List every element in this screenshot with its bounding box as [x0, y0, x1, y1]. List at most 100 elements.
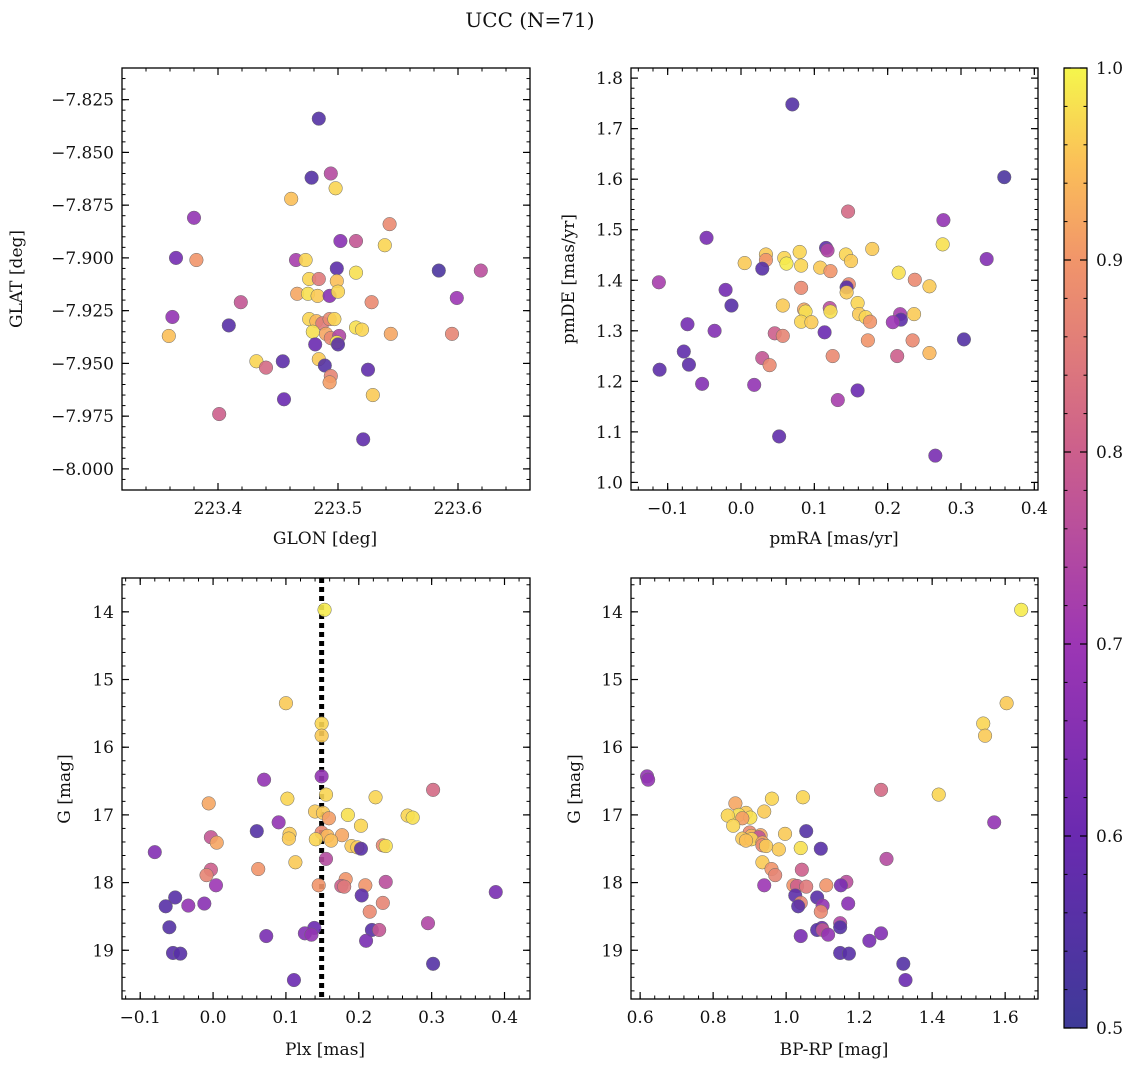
data-point	[147, 845, 162, 860]
data-point	[978, 728, 993, 743]
data-point	[375, 895, 390, 910]
x-tick-label: −0.1	[120, 1008, 161, 1028]
y-tick-label: 17	[92, 806, 114, 826]
data-point	[314, 769, 329, 784]
data-point	[652, 362, 667, 377]
data-point	[286, 972, 301, 988]
data-point	[348, 233, 364, 249]
data-point	[420, 916, 436, 931]
data-point	[284, 191, 299, 206]
data-point	[820, 243, 835, 258]
data-point	[738, 833, 754, 848]
data-point	[841, 204, 856, 219]
data-point	[249, 824, 264, 839]
data-point	[259, 929, 274, 944]
data-point	[793, 841, 808, 856]
data-point	[907, 272, 922, 287]
data-point	[762, 358, 777, 373]
data-point	[804, 315, 819, 330]
data-point	[275, 354, 290, 369]
data-point	[165, 309, 180, 325]
data-point	[772, 429, 787, 444]
data-point	[318, 787, 334, 802]
data-point	[873, 926, 889, 941]
y-tick-label: 16	[92, 738, 114, 758]
data-point	[755, 261, 770, 276]
y-tick-label: 16	[601, 738, 623, 758]
data-point	[189, 252, 204, 268]
data-point	[449, 290, 464, 306]
y-tick-label: 1.1	[596, 423, 623, 443]
data-point	[212, 406, 227, 422]
data-point	[161, 328, 176, 344]
data-point	[718, 282, 733, 297]
data-point	[173, 946, 188, 961]
data-point	[707, 323, 722, 338]
y-tick-label: 15	[92, 671, 114, 691]
data-point	[850, 383, 865, 398]
x-tick-label: 0.2	[874, 499, 901, 519]
data-point	[209, 835, 224, 850]
data-point	[737, 256, 752, 271]
data-point	[258, 360, 274, 375]
data-point	[823, 264, 838, 279]
data-point	[431, 263, 446, 278]
x-tick-label: 1.2	[846, 1008, 873, 1028]
data-point	[378, 838, 393, 854]
data-point	[863, 314, 878, 329]
data-point	[197, 896, 212, 911]
figure-title: UCC (N=71)	[465, 8, 594, 32]
x-tick-label: 223.4	[194, 499, 243, 519]
data-point	[251, 861, 266, 877]
data-point	[488, 885, 503, 900]
data-point	[329, 261, 344, 276]
data-point	[324, 833, 339, 848]
data-point	[873, 782, 889, 797]
data-point	[330, 284, 346, 299]
data-point	[257, 772, 272, 787]
xlabel-glon: GLON [deg]	[273, 529, 377, 549]
data-point	[359, 933, 374, 948]
x-tick-label: 0.8	[700, 1008, 727, 1028]
data-point	[426, 782, 441, 797]
data-point	[199, 868, 214, 883]
data-point	[771, 842, 786, 857]
x-tick-label: 1.4	[919, 1008, 946, 1028]
x-tick-label: 0.4	[1021, 499, 1048, 519]
xlabel-pmra: pmRA [mas/yr]	[769, 529, 898, 549]
data-point	[364, 295, 379, 310]
data-point	[323, 166, 338, 181]
y-tick-label: −7.850	[51, 143, 114, 163]
data-point	[928, 448, 943, 463]
y-tick-label: −7.900	[51, 249, 114, 269]
data-point	[221, 318, 236, 333]
data-point	[821, 927, 836, 942]
data-point	[348, 265, 364, 280]
ylabel-glat: GLAT [deg]	[7, 230, 27, 328]
data-point	[799, 824, 814, 839]
colorbar-tick-label: 0.6	[1096, 827, 1123, 847]
data-point	[757, 878, 772, 893]
axes-frame	[121, 67, 531, 491]
data-point	[383, 326, 398, 341]
data-point	[288, 855, 303, 870]
panel-parallax-magnitude: Plx [mas] G [mag] −0.1 0.0 0.1 0.2 0.3 0.4 14 1…	[55, 577, 531, 1060]
colorbar-gradient	[1063, 67, 1088, 1029]
data-point	[905, 333, 920, 348]
data-point	[841, 896, 856, 911]
data-point	[764, 791, 779, 806]
data-point	[681, 357, 696, 372]
data-point	[839, 285, 854, 300]
x-tick-label: 0.3	[947, 499, 974, 519]
ylabel-pmde: pmDE [mas/yr]	[559, 214, 579, 344]
data-point	[308, 337, 323, 352]
data-point	[956, 332, 971, 347]
data-point	[328, 181, 343, 196]
data-point	[168, 890, 183, 905]
y-tick-label: 19	[601, 941, 623, 961]
x-tick-label: 0.6	[627, 1008, 654, 1028]
data-point	[757, 804, 772, 819]
y-tick-label: 19	[92, 941, 114, 961]
data-point	[278, 696, 293, 711]
data-point	[793, 929, 808, 944]
